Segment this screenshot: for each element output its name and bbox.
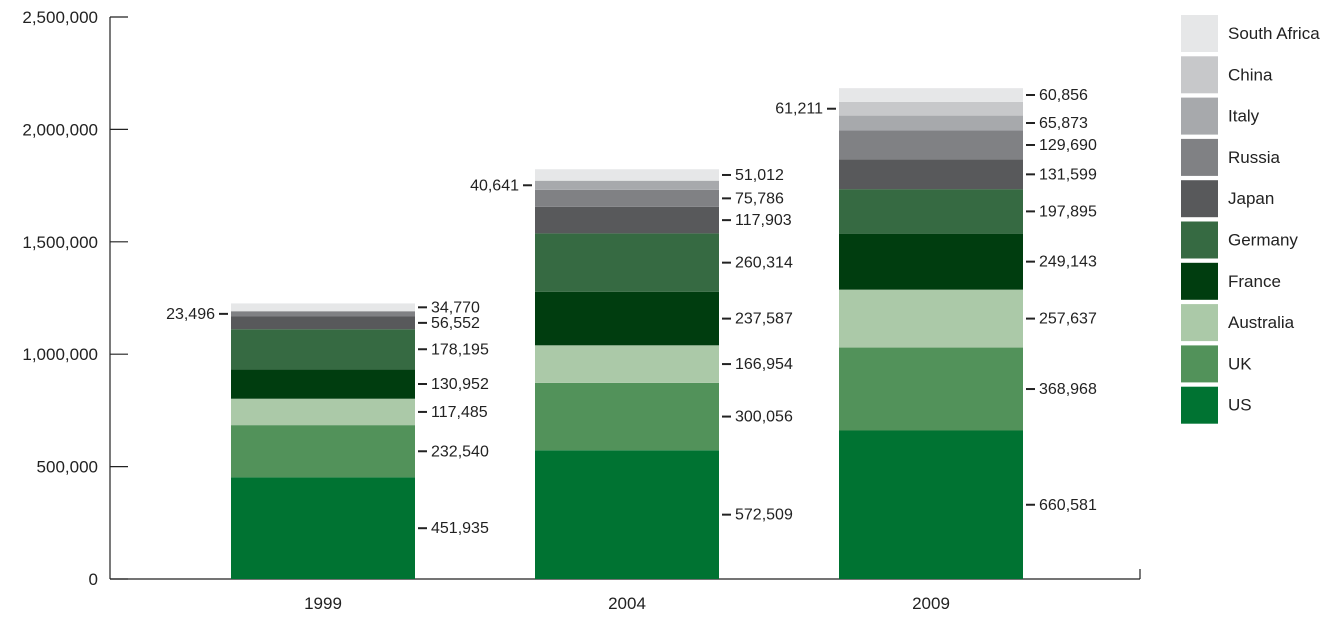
legend-label-france: France (1228, 272, 1281, 291)
bar-segment-japan-2004 (535, 206, 719, 234)
y-tick-label: 1,000,000 (22, 345, 98, 364)
bar-segment-south-africa-1999 (231, 303, 415, 312)
legend-swatch-russia (1181, 138, 1218, 176)
data-label: 130,952 (431, 376, 489, 393)
bar-segment-us-2009 (839, 430, 1023, 579)
bar-segment-japan-1999 (231, 316, 415, 330)
bar-segment-uk-2009 (839, 347, 1023, 431)
legend-label-us: US (1228, 396, 1252, 415)
y-tick-label: 500,000 (37, 458, 98, 477)
legend-swatch-us (1181, 386, 1218, 424)
data-label: 51,012 (735, 167, 784, 184)
legend-swatch-france (1181, 262, 1218, 300)
bar-segment-france-2009 (839, 233, 1023, 290)
data-label: 23,496 (166, 306, 215, 323)
legend-swatch-italy (1181, 97, 1218, 135)
legend-swatch-germany (1181, 221, 1218, 259)
legend-label-china: China (1228, 65, 1273, 84)
y-tick-label: 1,500,000 (22, 233, 98, 252)
bar-segment-us-2004 (535, 450, 719, 579)
data-label: 232,540 (431, 443, 489, 460)
data-label: 572,509 (735, 507, 793, 524)
legend-label-uk: UK (1228, 354, 1252, 373)
bar-segment-germany-2009 (839, 189, 1023, 234)
data-label: 65,873 (1039, 115, 1088, 132)
y-tick-label: 2,000,000 (22, 120, 98, 139)
legend-label-australia: Australia (1228, 313, 1295, 332)
legend-swatch-south-africa (1181, 15, 1218, 52)
data-label: 40,641 (470, 177, 519, 194)
bar-segment-russia-2004 (535, 189, 719, 207)
data-label: 61,211 (775, 101, 823, 118)
legend: South Africa China Italy Russia Japan Germany… (1181, 15, 1320, 424)
legend-label-germany: Germany (1228, 231, 1298, 250)
legend-swatch-australia (1181, 304, 1218, 342)
data-label: 178,195 (431, 341, 489, 358)
legend-label-japan: Japan (1228, 189, 1274, 208)
legend-swatch-japan (1181, 180, 1218, 218)
x-tick-label: 2009 (912, 594, 950, 613)
data-label: 368,968 (1039, 381, 1097, 398)
bar-segment-china-2009 (839, 101, 1023, 116)
bar-segment-italy-2004 (535, 180, 719, 190)
bar-segment-australia-2009 (839, 289, 1023, 348)
data-label: 117,485 (431, 404, 488, 421)
bar-segment-us-1999 (231, 477, 415, 579)
data-label: 131,599 (1039, 166, 1097, 183)
data-label: 60,856 (1039, 87, 1088, 104)
bar-segment-russia-1999 (231, 311, 415, 317)
x-tick-label: 2004 (608, 594, 646, 613)
bar-segment-uk-2004 (535, 382, 719, 451)
data-label: 197,895 (1039, 203, 1097, 220)
bar-segment-italy-2009 (839, 115, 1023, 131)
legend-swatch-uk (1181, 345, 1218, 383)
y-tick-label: 2,500,000 (22, 8, 98, 27)
bar-segment-france-1999 (231, 369, 415, 399)
legend-label-russia: Russia (1228, 148, 1281, 167)
data-label: 117,903 (735, 212, 792, 229)
legend-label-italy: Italy (1228, 107, 1260, 126)
data-label: 166,954 (735, 356, 793, 373)
data-label: 249,143 (1039, 254, 1097, 271)
data-label: 660,581 (1039, 497, 1097, 514)
bar-segment-south-africa-2004 (535, 169, 719, 181)
x-tick-label: 1999 (304, 594, 342, 613)
legend-label-south-africa: South Africa (1228, 24, 1320, 43)
data-label: 451,935 (431, 520, 489, 537)
legend-swatch-china (1181, 56, 1218, 94)
bar-segment-japan-2009 (839, 159, 1023, 190)
data-labels: 451,935 232,540 117,485 130,952 178,195 56,55… (166, 87, 1097, 537)
data-label: 237,587 (735, 311, 793, 328)
bar-segment-australia-2004 (535, 345, 719, 383)
bar-segment-uk-1999 (231, 425, 415, 478)
bars (231, 88, 1023, 579)
bar-segment-south-africa-2009 (839, 88, 1023, 102)
data-label: 34,770 (431, 299, 480, 316)
bar-segment-russia-2009 (839, 130, 1023, 160)
data-label: 75,786 (735, 190, 784, 207)
data-label: 300,056 (735, 409, 793, 426)
data-label: 257,637 (1039, 311, 1097, 328)
bar-segment-australia-1999 (231, 398, 415, 426)
y-tick-label: 0 (89, 570, 98, 589)
bar-segment-france-2004 (535, 291, 719, 346)
bar-segment-germany-2004 (535, 233, 719, 292)
data-label: 129,690 (1039, 137, 1097, 154)
data-label: 56,552 (431, 315, 480, 332)
data-label: 260,314 (735, 255, 793, 272)
bar-segment-germany-1999 (231, 329, 415, 370)
